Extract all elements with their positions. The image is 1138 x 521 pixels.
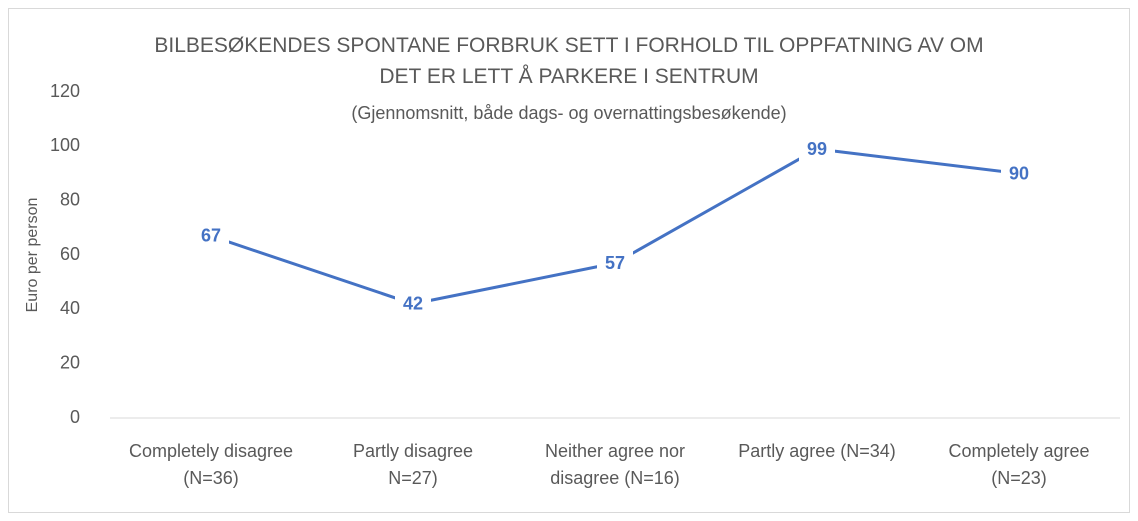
data-label: 99	[807, 139, 827, 159]
data-label-background	[799, 136, 835, 163]
y-tick-label: 80	[60, 189, 80, 209]
data-label: 90	[1009, 163, 1029, 183]
y-tick-label: 0	[70, 407, 80, 427]
y-tick-label: 20	[60, 352, 80, 372]
data-label-background	[597, 250, 633, 277]
x-tick-label: Partly disagree N=27)	[352, 441, 474, 488]
y-tick-label: 60	[60, 244, 80, 264]
chart-border	[8, 8, 1130, 513]
data-label: 42	[403, 294, 423, 314]
data-label: 57	[605, 253, 625, 273]
y-axis-label: Euro per person	[24, 198, 41, 313]
data-label-background	[193, 222, 229, 249]
chart-subtitle: (Gjennomsnitt, både dags- og overnatting…	[351, 103, 787, 123]
x-tick-label: Completely agree (N=23)	[948, 441, 1090, 488]
data-label-background	[395, 290, 431, 317]
data-label-background	[1001, 160, 1037, 187]
x-tick-label: Neither agree nor disagree (N=16)	[544, 441, 686, 488]
y-tick-label: 100	[50, 135, 80, 155]
x-tick-label: Completely disagree (N=36)	[128, 441, 294, 488]
chart-title: BILBESØKENDES SPONTANE FORBRUK SETT I FO…	[154, 34, 984, 88]
x-tick-label: Partly agree (N=34)	[738, 441, 896, 461]
y-tick-label: 120	[50, 81, 80, 101]
y-tick-label: 40	[60, 298, 80, 318]
data-label: 67	[201, 226, 221, 246]
